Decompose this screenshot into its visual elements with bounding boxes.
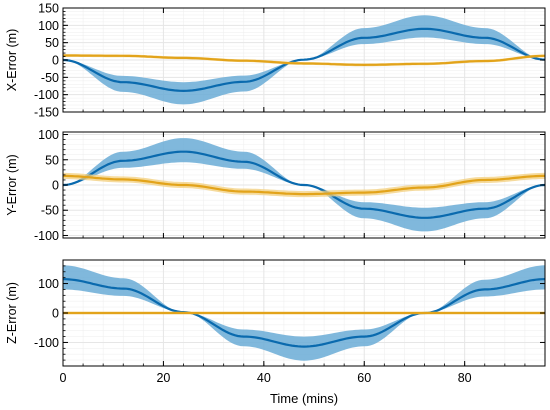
y-tick-label: 0 <box>52 307 59 321</box>
y-tick-label: -100 <box>34 229 59 243</box>
y-tick-label: -100 <box>34 88 59 102</box>
y-tick-label: 0 <box>52 179 59 193</box>
subplot-3: 100 0 -100 0 20 40 60 80 Z-Error (m) <box>5 259 546 385</box>
subplot-1: 150 100 50 0 -50 -100 -150 X-Error (m) <box>5 2 546 120</box>
x-tick-label: 20 <box>156 371 170 385</box>
series-line-blue <box>63 27 545 93</box>
series-line-blue <box>63 150 545 219</box>
y-axis-label: Z-Error (m) <box>5 282 19 344</box>
plot-area <box>63 138 545 232</box>
y-tick-label: 0 <box>52 54 59 68</box>
y-tick-label: -150 <box>34 106 59 120</box>
y-axis-label: Y-Error (m) <box>5 154 19 215</box>
x-tick-label: 80 <box>458 371 472 385</box>
series-band-blue <box>63 265 545 361</box>
plot-area <box>63 265 545 361</box>
y-tick-label: 150 <box>38 2 59 16</box>
subplot-2: 100 50 0 -50 -100 Y-Error (m) <box>5 128 546 243</box>
x-tick-label: 60 <box>357 371 371 385</box>
y-tick-label: 100 <box>38 277 59 291</box>
y-tick-label: 100 <box>38 128 59 142</box>
x-axis-label: Time (mins) <box>270 391 338 406</box>
y-axis-label: X-Error (m) <box>5 29 19 92</box>
plot-area <box>63 15 545 105</box>
series-line-gold <box>63 174 545 196</box>
x-tick-label: 0 <box>60 371 67 385</box>
y-tick-label: -100 <box>34 336 59 350</box>
series-line-blue <box>63 278 545 348</box>
y-tick-label: 100 <box>38 19 59 33</box>
y-tick-label: -50 <box>41 204 59 218</box>
series-line-gold <box>63 54 545 67</box>
x-tick-label: 40 <box>257 371 271 385</box>
y-tick-label: 50 <box>45 36 59 50</box>
series-band-blue <box>63 138 545 232</box>
y-tick-label: -50 <box>41 71 59 85</box>
y-tick-label: 50 <box>45 153 59 167</box>
